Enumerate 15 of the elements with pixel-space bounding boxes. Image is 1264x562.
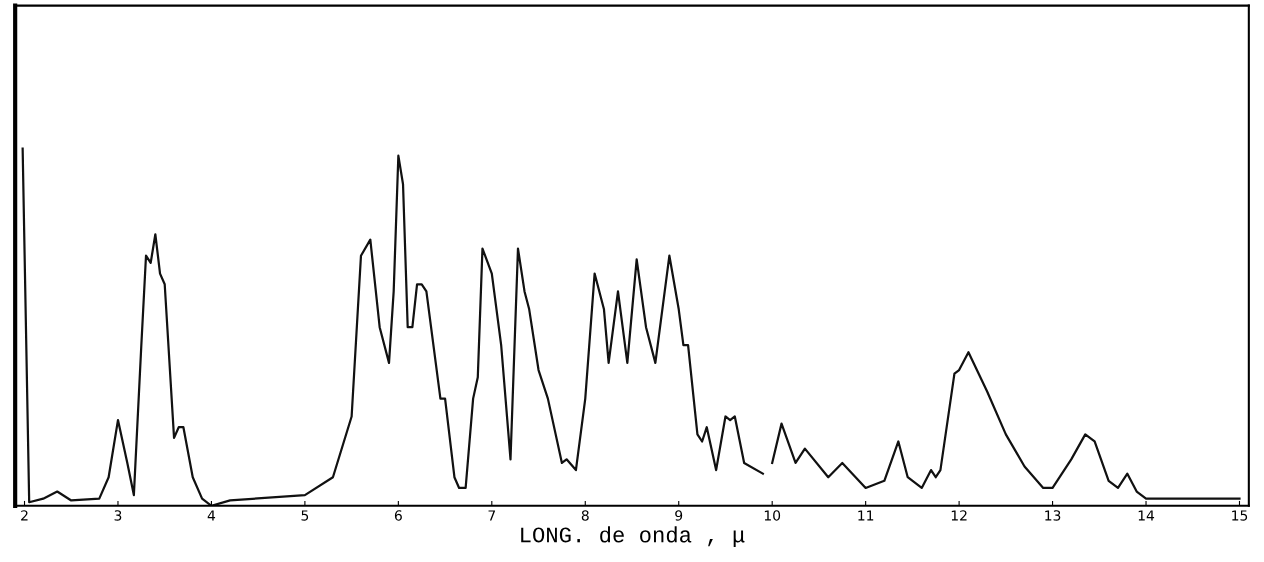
x-tick-label: 5 [301, 510, 309, 521]
x-tick-label: 6 [394, 510, 402, 521]
x-tick-label: 15 [1232, 510, 1248, 521]
x-tick-label: 13 [1045, 510, 1061, 521]
x-tick-label: 9 [675, 510, 683, 521]
x-tick-label: 14 [1138, 510, 1155, 521]
x-tick-label: 3 [114, 510, 122, 521]
x-tick-label: 2 [21, 510, 28, 521]
x-tick-label: 12 [951, 510, 967, 521]
x-tick-label: 8 [581, 510, 589, 521]
x-tick-label: 11 [858, 510, 874, 521]
x-axis-title: LONG. de onda , μ [521, 526, 745, 547]
x-tick-label: 10 [764, 510, 781, 521]
x-tick-label: 7 [488, 510, 496, 521]
x-tick-label: 4 [207, 510, 216, 521]
